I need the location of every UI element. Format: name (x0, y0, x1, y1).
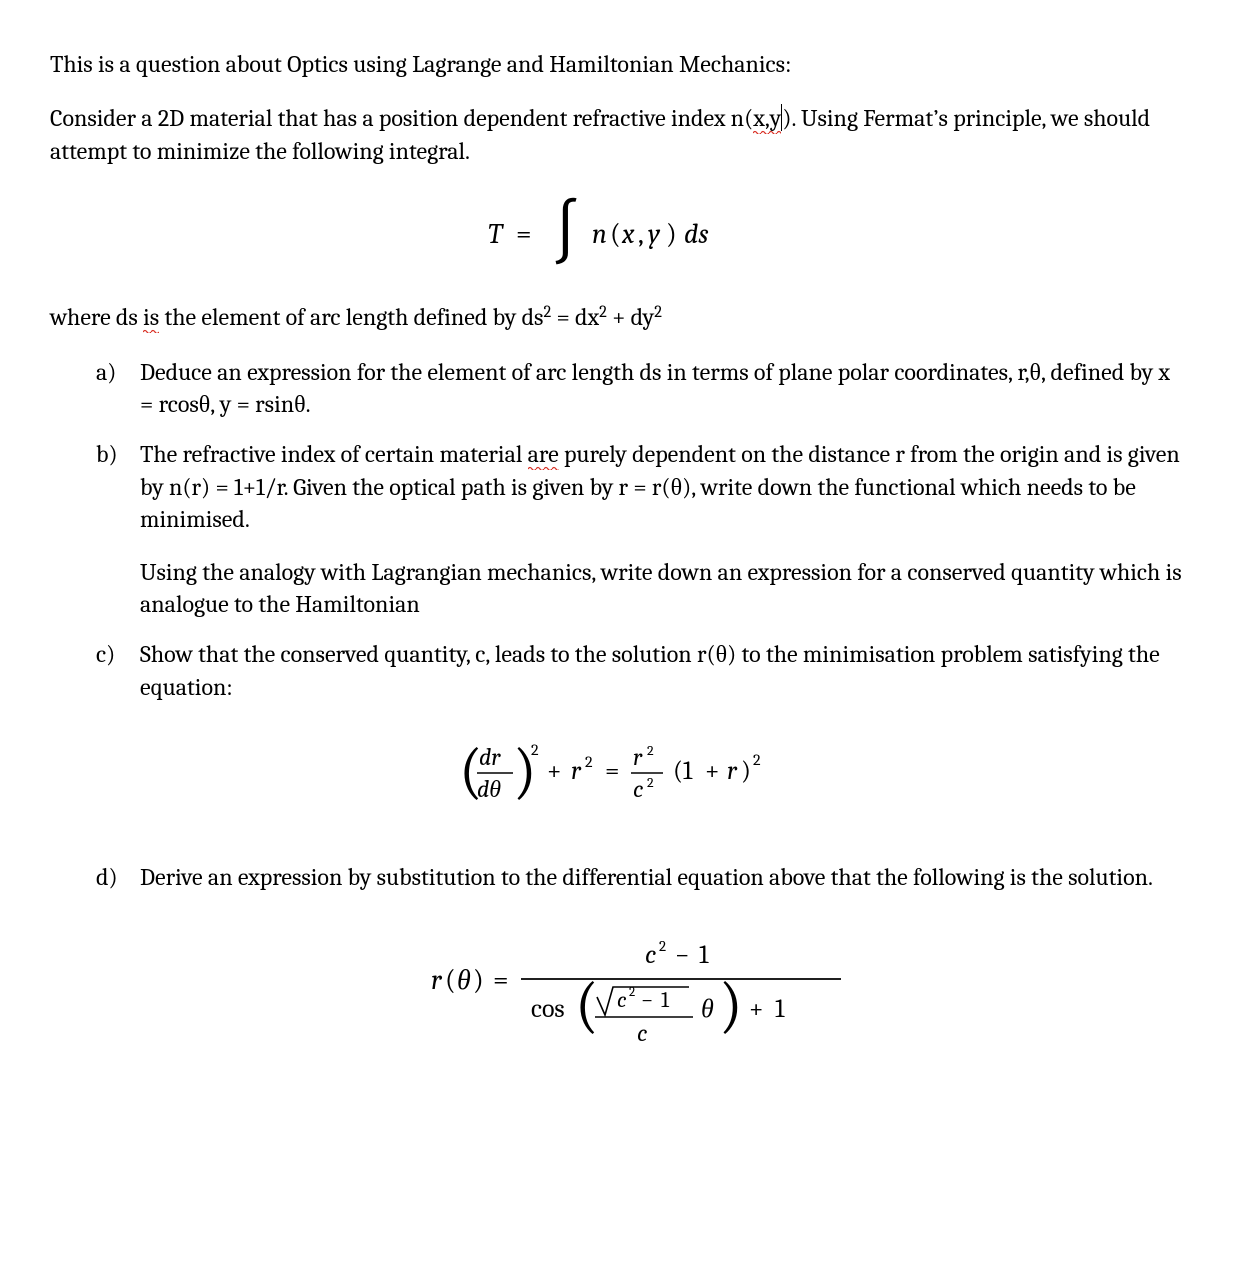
svg-text:ds: ds (684, 218, 709, 250)
arclength-def: where ds is the element of arc length de… (50, 301, 1186, 333)
equation-d: r ( θ ) = c 2 − 1 cos (96, 919, 1186, 1049)
svg-text:2: 2 (585, 753, 593, 771)
svg-text:r: r (727, 756, 738, 786)
svg-text:+: + (749, 994, 763, 1024)
svg-text:c: c (645, 940, 656, 970)
svg-text:1: 1 (699, 940, 709, 970)
svg-text:1: 1 (661, 987, 670, 1013)
svg-text:(1: (1 (673, 756, 693, 786)
svg-text:=: = (605, 756, 619, 786)
intro-2-pre: Consider a 2D material that has a positi… (50, 104, 753, 132)
svg-text:+: + (705, 756, 719, 786)
spellcheck-xy: x,y (753, 104, 781, 134)
svg-text:n: n (592, 218, 607, 250)
item-c-body: Show that the conserved quantity, c, lea… (140, 638, 1186, 843)
item-d-marker: d) (96, 861, 140, 893)
svg-text:−: − (675, 940, 689, 970)
svg-text:θ: θ (457, 964, 471, 996)
item-b: b) The refractive index of certain mater… (96, 438, 1186, 620)
arclen-pre: where ds (50, 303, 143, 331)
item-b-p2: Using the analogy with Lagrangian mechan… (140, 556, 1186, 621)
intro-line-1: This is a question about Optics using La… (50, 48, 1186, 80)
item-b-p1-pre: The refractive index of certain material (140, 440, 528, 468)
intro-line-2: Consider a 2D material that has a positi… (50, 102, 1186, 167)
item-c: c) Show that the conserved quantity, c, … (96, 638, 1186, 843)
svg-text:r: r (571, 756, 582, 786)
svg-text:=: = (516, 218, 532, 250)
svg-text:): ) (719, 969, 743, 1041)
svg-text:(: ( (610, 218, 621, 250)
svg-text:1: 1 (775, 994, 785, 1024)
item-c-marker: c) (96, 638, 140, 670)
arclen-exp-b: 2 (599, 303, 607, 322)
svg-text:2: 2 (753, 751, 761, 769)
svg-text:+: + (547, 756, 561, 786)
svg-text:2: 2 (659, 937, 666, 955)
svg-text:(: ( (575, 969, 599, 1041)
item-a-text: Deduce an expression for the element of … (140, 356, 1186, 421)
item-d: d) Derive an expression by substitution … (96, 861, 1186, 1077)
svg-text:(: ( (445, 964, 456, 996)
item-c-text: Show that the conserved quantity, c, lea… (140, 638, 1186, 703)
svg-text:r: r (431, 964, 443, 996)
item-a: a) Deduce an expression for the element … (96, 356, 1186, 421)
spellcheck-is: is (143, 303, 159, 333)
item-a-marker: a) (96, 356, 140, 388)
svg-text:,: , (638, 218, 644, 250)
svg-text:c: c (633, 775, 643, 803)
question-list: a) Deduce an expression for the element … (96, 356, 1186, 1078)
svg-text:x: x (621, 218, 635, 250)
svg-text:dr: dr (479, 743, 501, 771)
svg-text:2: 2 (531, 741, 539, 759)
svg-text:2: 2 (647, 742, 654, 759)
svg-text:y: y (648, 218, 661, 250)
item-b-p1: The refractive index of certain material… (140, 438, 1186, 535)
arclen-exp-c: 2 (654, 303, 662, 322)
item-d-text: Derive an expression by substitution to … (140, 861, 1186, 893)
equation-c: ( dr dθ ) 2 + r 2 = (96, 731, 1186, 815)
item-b-body: The refractive index of certain material… (140, 438, 1186, 620)
svg-text:cos: cos (531, 994, 565, 1024)
item-a-body: Deduce an expression for the element of … (140, 356, 1186, 421)
svg-text:c: c (637, 1019, 647, 1047)
arclen-post1: the element of arc length defined by ds (159, 303, 543, 331)
item-b-marker: b) (96, 438, 140, 470)
equation-T: T = ∫ n ( x , y ) ds (50, 195, 1186, 273)
svg-text:T: T (488, 218, 504, 250)
svg-text:θ: θ (701, 994, 714, 1024)
svg-text:2: 2 (629, 985, 635, 1000)
arclen-plus: + dy (607, 303, 654, 331)
spellcheck-are: are (528, 440, 559, 470)
svg-text:): ) (741, 756, 751, 786)
item-d-body: Derive an expression by substitution to … (140, 861, 1186, 1077)
svg-text:c: c (617, 987, 627, 1013)
svg-text:r: r (633, 743, 643, 771)
svg-text:): ) (473, 964, 484, 996)
arclen-eq: = dx (551, 303, 599, 331)
svg-text:2: 2 (647, 774, 654, 791)
svg-text:dθ: dθ (477, 775, 501, 803)
svg-text:∫: ∫ (552, 195, 580, 270)
svg-text:−: − (641, 987, 653, 1013)
svg-text:=: = (493, 964, 509, 996)
svg-text:): ) (666, 218, 677, 250)
